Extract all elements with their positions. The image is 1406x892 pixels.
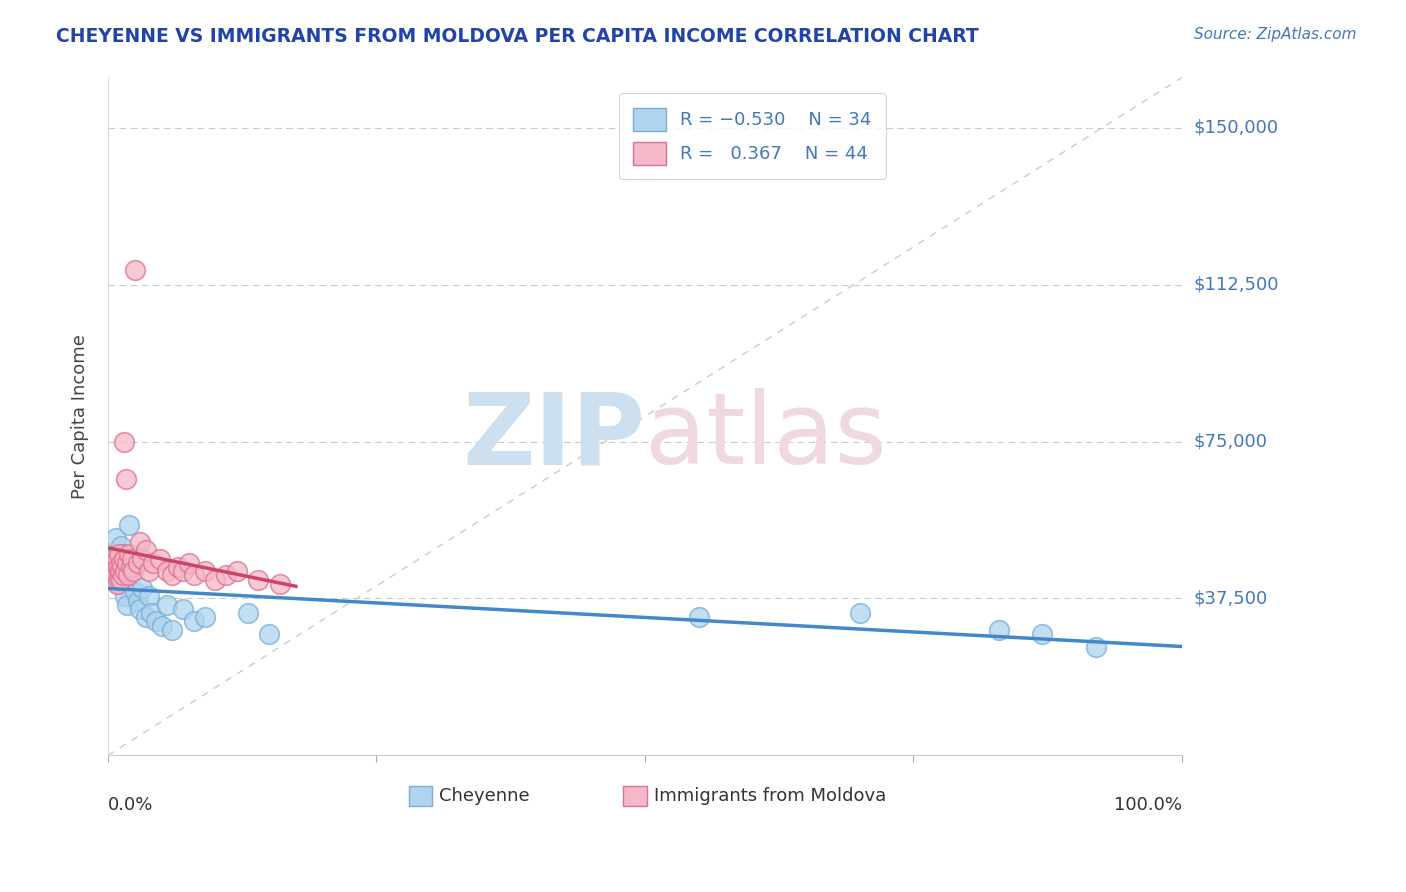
Point (115, 472, 138, 486)
Point (107, 560, 129, 574)
Point (114, 590, 136, 604)
Point (688, 610, 710, 624)
Point (172, 602, 194, 616)
Point (1031, 627, 1053, 641)
Point (129, 535, 152, 549)
Point (215, 568, 238, 582)
Point (138, 590, 160, 604)
FancyBboxPatch shape (409, 786, 432, 806)
Point (269, 576, 291, 591)
Point (135, 610, 157, 624)
Text: Cheyenne: Cheyenne (439, 787, 530, 805)
Point (103, 564, 125, 578)
Text: $112,500: $112,500 (1194, 276, 1278, 293)
Point (117, 568, 139, 582)
Point (104, 531, 127, 545)
Point (138, 564, 160, 578)
Text: 0.0%: 0.0% (108, 796, 153, 814)
Point (112, 551, 135, 566)
Point (105, 551, 128, 566)
Text: Immigrants from Moldova: Immigrants from Moldova (654, 787, 886, 805)
Point (107, 576, 129, 591)
Point (236, 606, 259, 620)
Point (104, 568, 127, 582)
Point (129, 602, 152, 616)
Point (156, 598, 179, 612)
Point (121, 560, 143, 574)
Point (172, 564, 194, 578)
Point (111, 568, 134, 582)
Point (194, 610, 217, 624)
Text: $75,000: $75,000 (1194, 433, 1267, 450)
Point (112, 434, 135, 449)
Point (107, 568, 129, 582)
Point (117, 556, 139, 570)
Point (183, 568, 205, 582)
Point (110, 556, 132, 570)
Point (247, 573, 270, 587)
Point (103, 556, 125, 570)
Point (112, 548, 135, 562)
Point (145, 615, 167, 629)
Point (107, 573, 129, 587)
Point (110, 573, 132, 587)
Point (131, 581, 153, 595)
Point (117, 598, 139, 612)
Point (177, 556, 200, 570)
Point (108, 564, 131, 578)
Point (1085, 640, 1108, 654)
Point (131, 551, 153, 566)
Point (988, 623, 1011, 637)
Text: Source: ZipAtlas.com: Source: ZipAtlas.com (1194, 27, 1357, 42)
Point (107, 556, 129, 570)
Point (162, 623, 184, 637)
Point (183, 615, 205, 629)
Point (110, 539, 132, 553)
Legend: R = −0.530    N = 34, R =   0.367    N = 44: R = −0.530 N = 34, R = 0.367 N = 44 (619, 94, 886, 179)
Point (118, 548, 141, 562)
Point (156, 564, 179, 578)
Point (121, 551, 143, 566)
Point (105, 564, 128, 578)
Point (124, 585, 146, 599)
Point (150, 618, 173, 632)
Text: CHEYENNE VS IMMIGRANTS FROM MOLDOVA PER CAPITA INCOME CORRELATION CHART: CHEYENNE VS IMMIGRANTS FROM MOLDOVA PER … (56, 27, 979, 45)
Point (107, 548, 129, 562)
Text: 100.0%: 100.0% (1114, 796, 1182, 814)
Point (194, 564, 217, 578)
Point (118, 518, 141, 533)
Point (162, 568, 184, 582)
Point (105, 576, 128, 591)
FancyBboxPatch shape (623, 786, 647, 806)
Point (166, 560, 188, 574)
Text: atlas: atlas (645, 388, 887, 485)
Point (135, 543, 157, 558)
Point (257, 627, 280, 641)
Point (148, 551, 170, 566)
Point (142, 556, 165, 570)
Point (103, 551, 125, 566)
Point (111, 560, 134, 574)
Text: $150,000: $150,000 (1194, 119, 1278, 136)
Text: $37,500: $37,500 (1194, 590, 1267, 607)
Point (124, 263, 146, 277)
Point (111, 568, 134, 582)
Y-axis label: Per Capita Income: Per Capita Income (72, 334, 89, 499)
Point (127, 593, 149, 607)
Point (204, 573, 226, 587)
Point (114, 564, 136, 578)
Point (225, 564, 247, 578)
Point (848, 606, 870, 620)
Point (120, 560, 142, 574)
Point (121, 564, 143, 578)
Point (127, 556, 149, 570)
Point (139, 606, 162, 620)
Text: ZIP: ZIP (463, 388, 645, 485)
Point (115, 573, 138, 587)
